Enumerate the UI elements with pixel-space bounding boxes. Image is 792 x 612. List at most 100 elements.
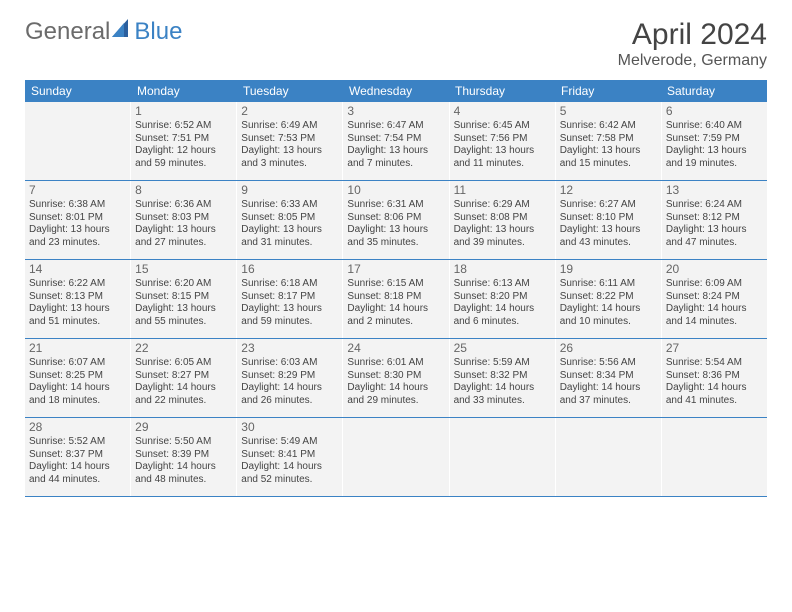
title-block: April 2024 Melverode, Germany (618, 18, 767, 70)
sunrise-text: Sunrise: 6:18 AM (241, 278, 338, 291)
sunset-text: Sunset: 7:53 PM (241, 133, 338, 146)
sunrise-text: Sunrise: 6:52 AM (135, 120, 232, 133)
sunset-text: Sunset: 8:39 PM (135, 449, 232, 462)
day-cell: 3Sunrise: 6:47 AMSunset: 7:54 PMDaylight… (343, 102, 449, 180)
day-cell: 16Sunrise: 6:18 AMSunset: 8:17 PMDayligh… (237, 260, 343, 338)
week-row: 21Sunrise: 6:07 AMSunset: 8:25 PM Dayligh… (25, 339, 767, 418)
daylight-text: Daylight: 14 hours and 41 minutes. (666, 382, 763, 407)
sunrise-text: Sunrise: 6:07 AM (29, 357, 126, 370)
daylight-text: Daylight: 13 hours and 35 minutes. (347, 224, 444, 249)
daylight-text: Daylight: 13 hours and 51 minutes. (29, 303, 126, 328)
sunrise-text: Sunrise: 6:38 AM (29, 199, 126, 212)
weekday-header: Tuesday (237, 80, 343, 102)
daylight-text: Daylight: 14 hours and 33 minutes. (454, 382, 551, 407)
sunrise-text: Sunrise: 5:56 AM (560, 357, 657, 370)
daylight-text: Daylight: 13 hours and 39 minutes. (454, 224, 551, 249)
day-cell: 26Sunrise: 5:56 AMSunset: 8:34 PMDayligh… (556, 339, 662, 417)
day-number: 29 (135, 420, 232, 435)
day-number: 13 (666, 183, 763, 198)
day-cell: 23Sunrise: 6:03 AMSunset: 8:29 PMDayligh… (237, 339, 343, 417)
daylight-text: Daylight: 14 hours and 44 minutes. (29, 461, 126, 486)
day-cell: 19Sunrise: 6:11 AMSunset: 8:22 PMDayligh… (556, 260, 662, 338)
sunset-text: Sunset: 8:37 PM (29, 449, 126, 462)
sunrise-text: Sunrise: 6:42 AM (560, 120, 657, 133)
sunset-text: Sunset: 8:34 PM (560, 370, 657, 383)
sunrise-text: Sunrise: 6:47 AM (347, 120, 444, 133)
day-number: 4 (454, 104, 551, 119)
daylight-text: Daylight: 13 hours and 31 minutes. (241, 224, 338, 249)
sunrise-text: Sunrise: 6:15 AM (347, 278, 444, 291)
month-title: April 2024 (618, 18, 767, 52)
day-cell-empty (25, 102, 131, 180)
day-number: 19 (560, 262, 657, 277)
daylight-text: Daylight: 13 hours and 59 minutes. (241, 303, 338, 328)
day-number: 9 (241, 183, 338, 198)
weekday-header: Saturday (661, 80, 767, 102)
daylight-text: Daylight: 13 hours and 15 minutes. (560, 145, 657, 170)
logo: General Blue (25, 18, 182, 46)
daylight-text: Daylight: 14 hours and 29 minutes. (347, 382, 444, 407)
daylight-text: Daylight: 13 hours and 27 minutes. (135, 224, 232, 249)
daylight-text: Daylight: 14 hours and 52 minutes. (241, 461, 338, 486)
day-number: 23 (241, 341, 338, 356)
sunset-text: Sunset: 8:22 PM (560, 291, 657, 304)
sunset-text: Sunset: 7:56 PM (454, 133, 551, 146)
day-cell: 7Sunrise: 6:38 AMSunset: 8:01 PMDaylight… (25, 181, 131, 259)
sunset-text: Sunset: 8:30 PM (347, 370, 444, 383)
day-cell: 4Sunrise: 6:45 AMSunset: 7:56 PMDaylight… (450, 102, 556, 180)
day-number: 8 (135, 183, 232, 198)
sunrise-text: Sunrise: 5:59 AM (454, 357, 551, 370)
sunset-text: Sunset: 8:05 PM (241, 212, 338, 225)
day-cell: 2Sunrise: 6:49 AMSunset: 7:53 PMDaylight… (237, 102, 343, 180)
sunrise-text: Sunrise: 6:49 AM (241, 120, 338, 133)
day-cell: 22Sunrise: 6:05 AMSunset: 8:27 PMDayligh… (131, 339, 237, 417)
sunrise-text: Sunrise: 6:36 AM (135, 199, 232, 212)
daylight-text: Daylight: 13 hours and 7 minutes. (347, 145, 444, 170)
daylight-text: Daylight: 14 hours and 26 minutes. (241, 382, 338, 407)
week-row: 7Sunrise: 6:38 AMSunset: 8:01 PMDaylight… (25, 181, 767, 260)
weeks-container: 1Sunrise: 6:52 AMSunset: 7:51 PMDaylight… (25, 102, 767, 497)
sunrise-text: Sunrise: 6:33 AM (241, 199, 338, 212)
sunset-text: Sunset: 7:54 PM (347, 133, 444, 146)
week-row: 28Sunrise: 5:52 AMSunset: 8:37 PMDayligh… (25, 418, 767, 497)
daylight-text: Daylight: 14 hours and 48 minutes. (135, 461, 232, 486)
sunset-text: Sunset: 8:36 PM (666, 370, 763, 383)
sunrise-text: Sunrise: 6:24 AM (666, 199, 763, 212)
sunrise-text: Sunrise: 6:03 AM (241, 357, 338, 370)
logo-sail-icon (112, 18, 134, 46)
day-number: 5 (560, 104, 657, 119)
sunrise-text: Sunrise: 6:09 AM (666, 278, 763, 291)
day-cell: 21Sunrise: 6:07 AMSunset: 8:25 PMDayligh… (25, 339, 131, 417)
day-number: 21 (29, 341, 126, 356)
sunrise-text: Sunrise: 6:27 AM (560, 199, 657, 212)
sunset-text: Sunset: 8:25 PM (29, 370, 126, 383)
weekday-header-row: Sunday Monday Tuesday Wednesday Thursday… (25, 80, 767, 102)
day-number: 27 (666, 341, 763, 356)
day-cell: 18Sunrise: 6:13 AMSunset: 8:20 PMDayligh… (450, 260, 556, 338)
daylight-text: Daylight: 13 hours and 55 minutes. (135, 303, 232, 328)
day-cell: 17Sunrise: 6:15 AMSunset: 8:18 PMDayligh… (343, 260, 449, 338)
sunrise-text: Sunrise: 6:05 AM (135, 357, 232, 370)
day-cell: 6Sunrise: 6:40 AMSunset: 7:59 PMDaylight… (662, 102, 767, 180)
calendar: Sunday Monday Tuesday Wednesday Thursday… (25, 80, 767, 497)
sunset-text: Sunset: 8:06 PM (347, 212, 444, 225)
sunset-text: Sunset: 8:29 PM (241, 370, 338, 383)
weekday-header: Friday (555, 80, 661, 102)
daylight-text: Daylight: 13 hours and 3 minutes. (241, 145, 338, 170)
day-cell: 15Sunrise: 6:20 AMSunset: 8:15 PMDayligh… (131, 260, 237, 338)
sunrise-text: Sunrise: 6:31 AM (347, 199, 444, 212)
day-cell: 24Sunrise: 6:01 AMSunset: 8:30 PMDayligh… (343, 339, 449, 417)
daylight-text: Daylight: 13 hours and 47 minutes. (666, 224, 763, 249)
day-number: 2 (241, 104, 338, 119)
daylight-text: Daylight: 13 hours and 43 minutes. (560, 224, 657, 249)
sunset-text: Sunset: 7:58 PM (560, 133, 657, 146)
sunset-text: Sunset: 8:03 PM (135, 212, 232, 225)
daylight-text: Daylight: 13 hours and 23 minutes. (29, 224, 126, 249)
sunset-text: Sunset: 8:08 PM (454, 212, 551, 225)
sunset-text: Sunset: 7:59 PM (666, 133, 763, 146)
day-number: 18 (454, 262, 551, 277)
day-number: 7 (29, 183, 126, 198)
week-row: 14Sunrise: 6:22 AMSunset: 8:13 PMDayligh… (25, 260, 767, 339)
day-number: 15 (135, 262, 232, 277)
sunrise-text: Sunrise: 6:22 AM (29, 278, 126, 291)
